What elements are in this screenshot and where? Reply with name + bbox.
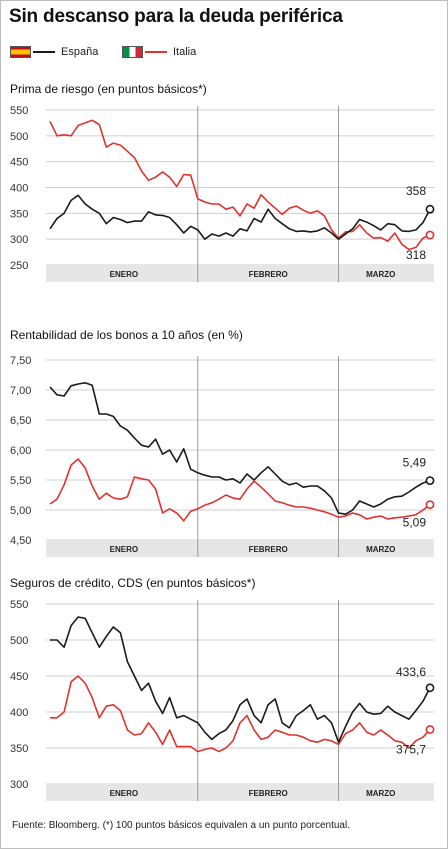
y-tick-label: 550 — [10, 105, 28, 117]
cds-chart: 550 500 450 400 350 300 ENERO FEBRERO MARZO 433,6… — [10, 599, 435, 801]
month-label: ENERO — [110, 270, 138, 279]
end-label-spain: 433,6 — [396, 665, 426, 679]
y-tick-label: 4,50 — [10, 535, 31, 547]
end-label-italy: 5,09 — [403, 516, 427, 530]
page-title: Sin descanso para la deuda periférica — [9, 6, 343, 27]
end-label-italy: 375,7 — [396, 742, 426, 756]
y-tick-label: 450 — [10, 157, 28, 169]
series-line-spain — [50, 616, 431, 743]
risk-premium-title: Prima de riesgo (en puntos básicos*) — [10, 82, 207, 96]
y-tick-label: 500 — [10, 635, 28, 647]
y-tick-label: 500 — [10, 131, 28, 143]
cds-title: Seguros de crédito, CDS (en puntos básic… — [10, 576, 256, 590]
month-strip — [46, 784, 434, 801]
end-marker-italy — [425, 230, 435, 240]
y-tick-label: 6,50 — [10, 415, 31, 427]
legend-item-italy: Italia — [122, 44, 196, 60]
y-tick-label: 6,00 — [10, 445, 31, 457]
spain-flag-icon — [10, 46, 31, 58]
y-tick-label: 250 — [10, 260, 28, 272]
end-marker-italy — [425, 725, 435, 734]
risk-premium-chart: 550 500 450 400 350 300 250 ENERO FEBRERO MARZO 35… — [10, 105, 435, 282]
month-label: MARZO — [366, 270, 395, 279]
end-label-spain: 358 — [406, 184, 426, 198]
y-tick-label: 450 — [10, 671, 28, 683]
y-tick-label: 300 — [10, 779, 28, 791]
source-note: Fuente: Bloomberg. (*) 100 puntos básico… — [12, 820, 350, 831]
y-tick-label: 350 — [10, 208, 28, 220]
y-tick-label: 300 — [10, 234, 28, 246]
series-line-italy — [49, 119, 431, 251]
end-label-italy: 318 — [406, 248, 426, 262]
series-line-italy — [49, 458, 431, 522]
month-label: ENERO — [110, 789, 138, 798]
legend-swatch-spain — [33, 51, 55, 53]
end-marker-italy — [425, 500, 435, 509]
month-strip — [46, 540, 434, 557]
bond-yield-title: Rentabilidad de los bonos a 10 años (en … — [10, 328, 243, 342]
month-label: ENERO — [110, 545, 138, 554]
y-tick-label: 550 — [10, 599, 28, 611]
month-label: MARZO — [366, 789, 395, 798]
y-tick-label: 7,00 — [10, 385, 31, 397]
y-tick-label: 400 — [10, 183, 28, 195]
series-line-italy — [50, 675, 431, 753]
month-label: MARZO — [366, 545, 395, 554]
y-tick-label: 5,00 — [10, 505, 31, 517]
y-tick-label: 7,50 — [10, 355, 31, 367]
legend-item-spain: España — [10, 44, 98, 60]
legend-label-spain: España — [61, 46, 99, 58]
series-line-spain — [49, 194, 431, 240]
y-tick-label: 5,50 — [10, 475, 31, 487]
italy-flag-icon — [122, 46, 143, 58]
end-marker-spain — [425, 204, 435, 214]
month-label: FEBRERO — [249, 545, 288, 554]
y-tick-label: 350 — [10, 743, 28, 755]
legend-swatch-italy — [145, 51, 167, 53]
month-label: FEBRERO — [249, 270, 288, 279]
end-marker-spain — [425, 476, 435, 485]
series-line-spain — [49, 381, 431, 515]
end-marker-spain — [425, 683, 435, 693]
month-label: FEBRERO — [249, 789, 288, 798]
end-label-spain: 5,49 — [403, 456, 427, 470]
month-strip — [46, 265, 434, 282]
bond-yield-chart: 7,50 7,00 6,50 6,00 5,50 5,00 4,50 ENERO FEBRERO… — [10, 355, 435, 557]
y-tick-label: 400 — [10, 707, 28, 719]
legend-label-italy: Italia — [173, 46, 197, 58]
